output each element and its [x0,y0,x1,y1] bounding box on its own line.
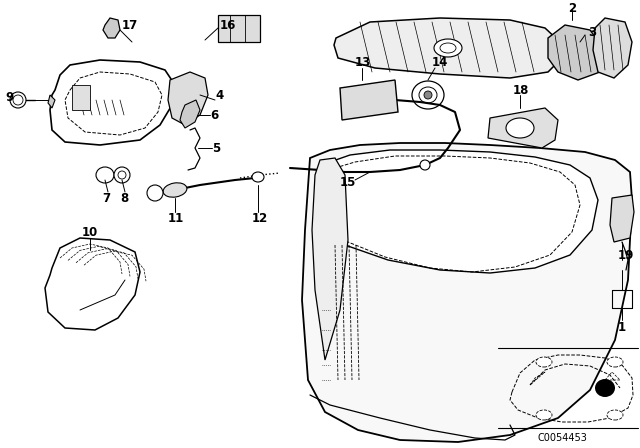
Ellipse shape [424,91,432,99]
Ellipse shape [370,95,386,109]
Text: 2: 2 [568,1,576,14]
Polygon shape [312,158,348,360]
Polygon shape [610,195,634,242]
Ellipse shape [419,87,437,103]
Polygon shape [334,18,562,78]
Text: 1: 1 [618,320,626,333]
Ellipse shape [114,167,130,183]
Ellipse shape [10,92,26,108]
Text: 9: 9 [5,90,13,103]
Text: 18: 18 [513,83,529,96]
Ellipse shape [420,160,430,170]
Ellipse shape [536,357,552,367]
Text: 14: 14 [432,56,449,69]
Ellipse shape [13,95,23,105]
Ellipse shape [607,410,623,420]
Ellipse shape [434,39,462,57]
Ellipse shape [607,357,623,367]
Ellipse shape [163,183,187,197]
Ellipse shape [252,172,264,182]
Polygon shape [488,108,558,148]
Ellipse shape [350,90,374,110]
Text: 8: 8 [120,191,128,204]
Text: 5: 5 [212,142,220,155]
Text: 11: 11 [168,211,184,224]
Ellipse shape [96,167,114,183]
Text: 10: 10 [82,225,99,238]
Text: 15: 15 [340,176,356,189]
Text: 16: 16 [220,18,236,31]
Polygon shape [50,60,175,145]
Text: 6: 6 [210,108,218,121]
Polygon shape [302,143,632,442]
Ellipse shape [412,81,444,109]
Polygon shape [103,18,120,38]
Polygon shape [45,238,140,330]
Ellipse shape [506,118,534,138]
Ellipse shape [440,43,456,53]
Text: 7: 7 [102,191,110,204]
Polygon shape [48,95,55,108]
Polygon shape [593,18,632,78]
Polygon shape [218,15,260,42]
Text: 12: 12 [252,211,268,224]
Text: C0054453: C0054453 [538,433,588,443]
Text: 19: 19 [618,249,634,262]
Polygon shape [340,80,398,120]
Polygon shape [168,72,208,125]
Ellipse shape [536,410,552,420]
Text: 3: 3 [588,26,596,39]
Text: 13: 13 [355,56,371,69]
Ellipse shape [147,185,163,201]
Polygon shape [320,150,598,273]
Polygon shape [548,25,605,80]
Text: 17: 17 [122,18,138,31]
Ellipse shape [118,171,126,179]
Ellipse shape [595,379,615,397]
Text: 4: 4 [215,89,223,102]
Polygon shape [180,100,200,128]
Polygon shape [72,85,90,110]
